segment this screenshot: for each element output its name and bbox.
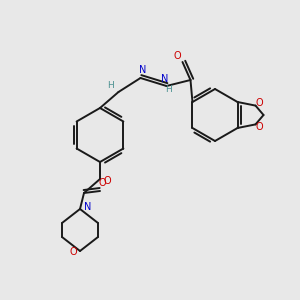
Text: O: O bbox=[103, 176, 111, 186]
Text: N: N bbox=[139, 65, 146, 75]
Text: O: O bbox=[256, 122, 263, 132]
Text: N: N bbox=[84, 202, 92, 212]
Text: H: H bbox=[107, 82, 114, 91]
Text: N: N bbox=[161, 74, 168, 84]
Text: O: O bbox=[69, 247, 77, 257]
Text: O: O bbox=[174, 51, 181, 61]
Text: O: O bbox=[256, 98, 263, 108]
Text: O: O bbox=[98, 178, 106, 188]
Text: H: H bbox=[165, 85, 172, 94]
